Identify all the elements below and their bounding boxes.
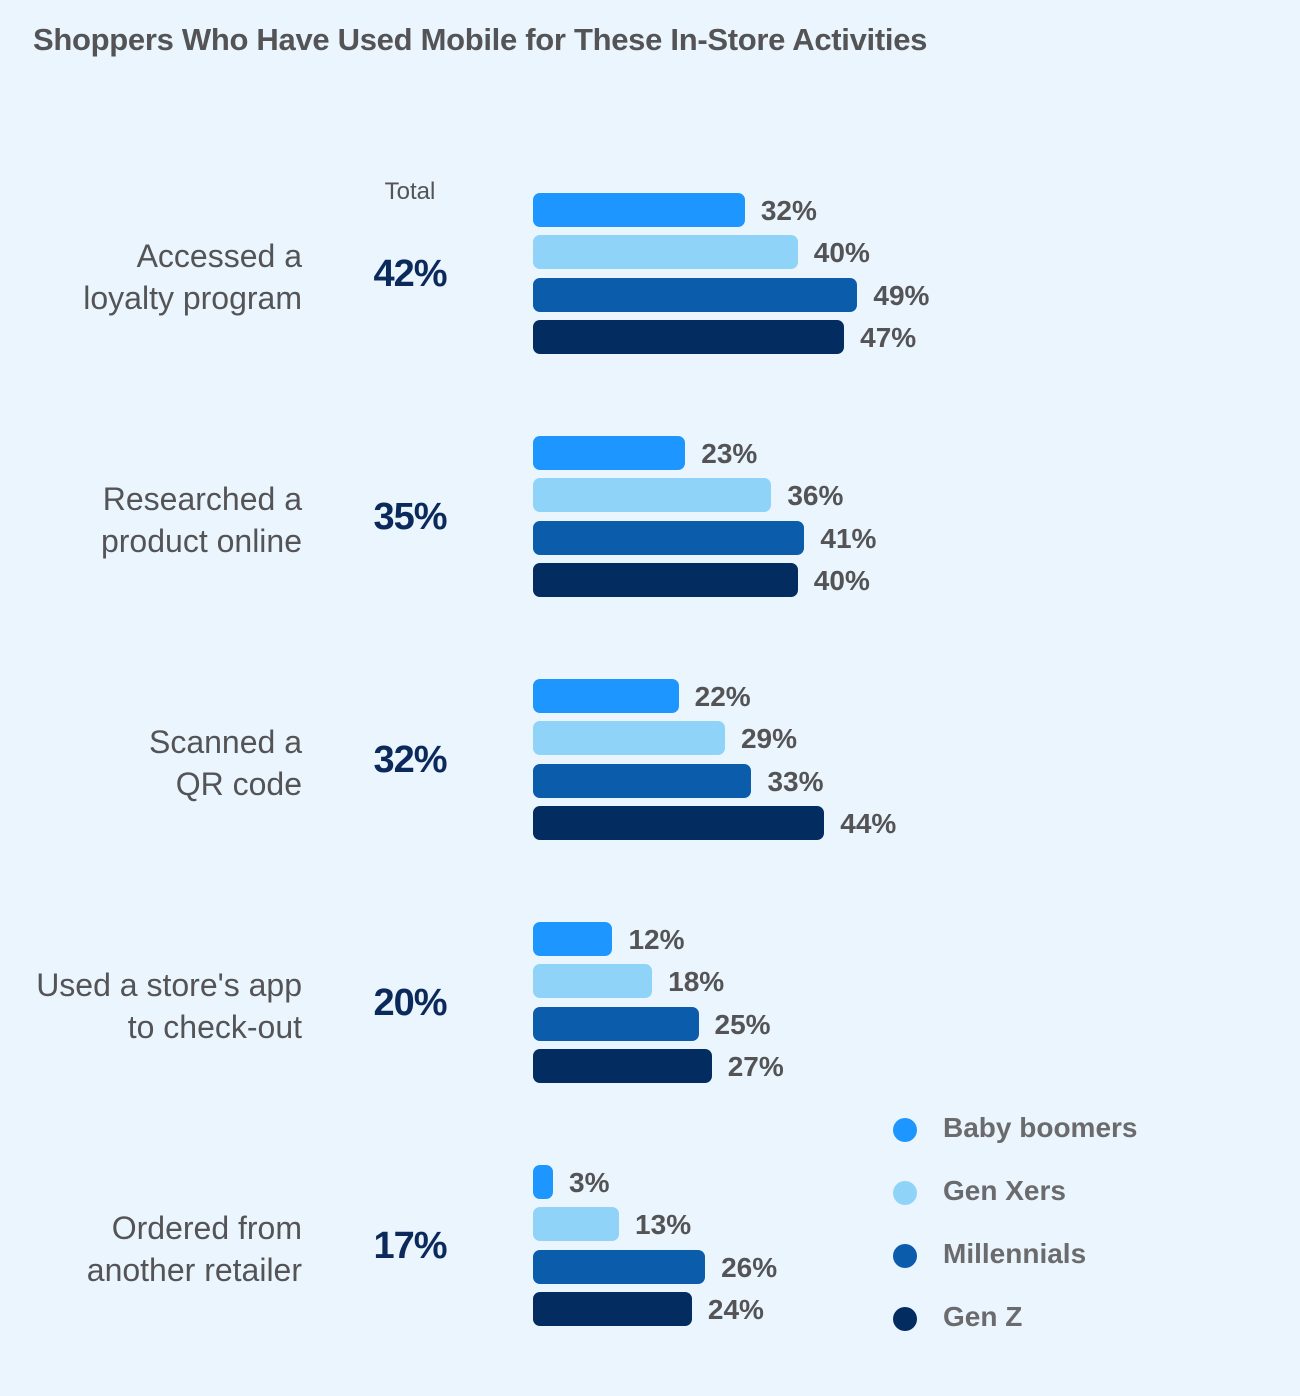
bar	[533, 964, 653, 998]
total-value: 17%	[373, 1225, 447, 1267]
bar-value-label: 24%	[707, 1294, 764, 1325]
bar-value-label: 18%	[668, 966, 725, 997]
bar	[533, 764, 752, 798]
category-label: Scanned a QR code	[2, 721, 302, 805]
category-label-line: loyalty program	[83, 280, 302, 316]
bar-value-label: 12%	[628, 924, 685, 955]
category-label-line: another retailer	[86, 1252, 302, 1288]
bar	[533, 1049, 712, 1083]
category-label-line: Scanned a	[148, 724, 302, 760]
bar	[533, 193, 745, 227]
bar-value-label: 49%	[873, 280, 930, 311]
chart-title: Shoppers Who Have Used Mobile for These …	[33, 22, 928, 57]
bar	[533, 1292, 692, 1326]
bar-value-label: 27%	[727, 1051, 784, 1082]
category-label-line: Researched a	[102, 481, 302, 517]
category-label-line: QR code	[175, 766, 302, 802]
category-label-line: to check-out	[127, 1009, 302, 1045]
legend-swatch	[893, 1307, 917, 1331]
bar-value-label: 33%	[767, 766, 824, 797]
bar-value-label: 13%	[635, 1209, 692, 1240]
bar	[533, 478, 772, 512]
total-value: 32%	[373, 739, 447, 781]
bar-value-label: 32%	[760, 195, 817, 226]
bar	[533, 1007, 699, 1041]
category-group: Researched a product online 35% 23% 36% 41% 40…	[0, 436, 1300, 606]
category-group: Scanned a QR code 32% 22% 29% 33% 44%	[0, 679, 1300, 849]
total-value: 35%	[373, 496, 447, 538]
bar	[533, 521, 805, 555]
category-label: Researched a product online	[2, 478, 302, 562]
bar	[533, 1165, 553, 1199]
total-value: 20%	[373, 982, 447, 1024]
legend-label: Gen Z	[943, 1301, 1023, 1332]
bar	[533, 1207, 620, 1241]
category-group: Ordered from another retailer 17% 3% 13% 26% 2…	[0, 1165, 1300, 1335]
category-label-line: Used a store's app	[36, 967, 302, 1003]
legend-label: Gen Xers	[943, 1175, 1066, 1206]
bar	[533, 235, 798, 269]
category-label: Ordered from another retailer	[2, 1207, 302, 1291]
bar-value-label: 44%	[840, 808, 897, 839]
bar	[533, 1250, 706, 1284]
category-group: Accessed a loyalty program 42% 32% 40% 49% 47%	[0, 193, 1300, 363]
legend-swatch	[893, 1118, 917, 1142]
bar	[533, 721, 725, 755]
bar-value-label: 40%	[813, 565, 870, 596]
bar-value-label: 36%	[787, 480, 844, 511]
category-label-line: Accessed a	[136, 238, 302, 274]
legend-label: Baby boomers	[943, 1112, 1138, 1143]
legend-label: Millennials	[943, 1238, 1087, 1269]
bar-value-label: 23%	[701, 438, 758, 469]
total-column-header: Total	[384, 178, 436, 205]
legend-swatch	[893, 1181, 917, 1205]
bar-value-label: 40%	[813, 237, 870, 268]
bar	[533, 436, 686, 470]
category-label: Used a store's app to check-out	[2, 964, 302, 1048]
bar-value-label: 26%	[721, 1252, 778, 1283]
bar	[533, 278, 858, 312]
bar-value-label: 3%	[569, 1167, 610, 1198]
bar	[533, 806, 825, 840]
bar	[533, 922, 613, 956]
bar-value-label: 41%	[820, 523, 877, 554]
total-value: 42%	[373, 253, 447, 295]
bar-value-label: 22%	[694, 681, 751, 712]
category-group: Used a store's app to check-out 20% 12% 18% 2…	[0, 922, 1300, 1092]
legend-swatch	[893, 1244, 917, 1268]
category-label-line: product online	[100, 523, 302, 559]
bar	[533, 320, 845, 354]
category-label-line: Ordered from	[111, 1210, 302, 1246]
bar-value-label: 29%	[740, 723, 798, 754]
bar-value-label: 25%	[714, 1009, 771, 1040]
bar	[533, 679, 679, 713]
category-label: Accessed a loyalty program	[2, 235, 302, 319]
bar-value-label: 47%	[860, 322, 917, 353]
bar	[533, 563, 798, 597]
